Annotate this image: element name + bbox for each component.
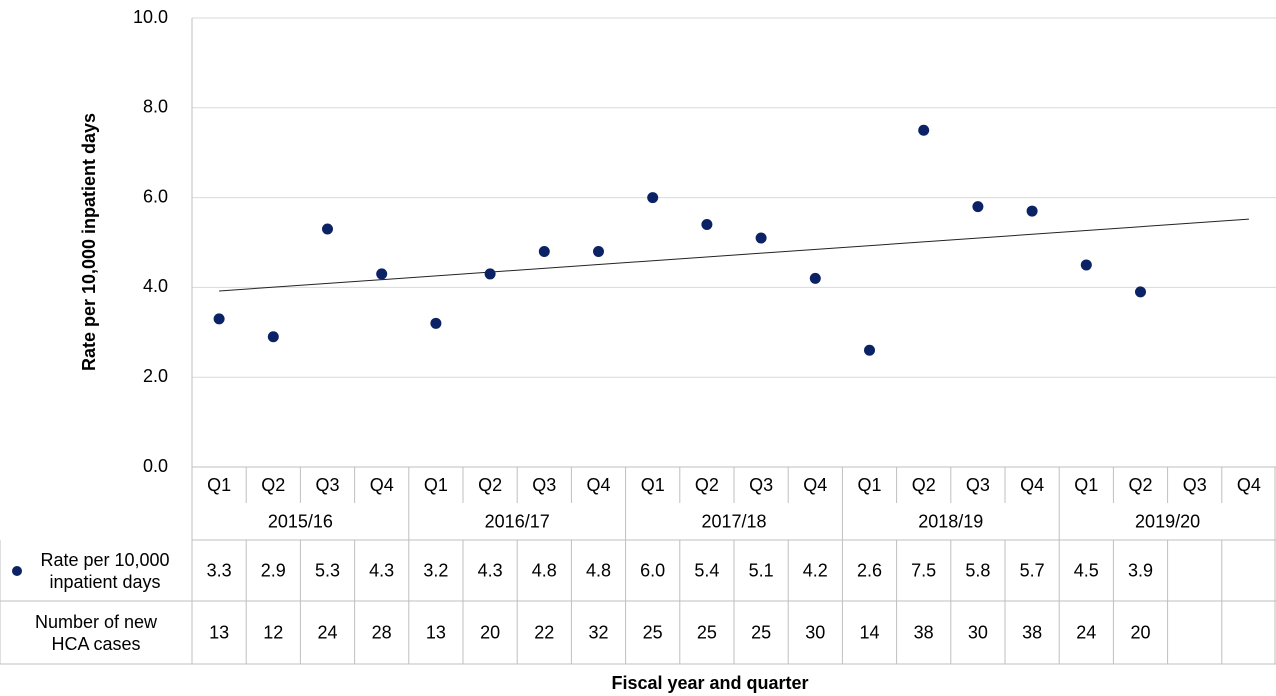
table-value: 14 [859,622,879,642]
point [1080,259,1092,271]
point [918,124,930,136]
x-tick-label: Q3 [1183,475,1207,495]
y-tick-label: 0.0 [143,456,168,476]
table-value: 4.8 [532,560,557,580]
table-value: 5.4 [694,560,719,580]
point [864,344,875,356]
point [755,232,767,244]
point [213,313,225,325]
table-value: 3.3 [207,560,232,580]
table-value: 4.5 [1074,560,1099,580]
table-value: 38 [1022,622,1042,642]
table-value: 24 [1076,622,1096,642]
legend-entry: Rate per 10,000 inpatient days [0,540,192,601]
row-header: Number of new HCA cases [0,601,192,664]
x-tick-label: Q3 [532,475,556,495]
table-value: 25 [697,622,717,642]
x-tick-label: Q2 [1128,475,1152,495]
table-value: 13 [209,622,229,642]
table-value: 3.2 [423,560,448,580]
x-tick-label: Q4 [1020,475,1044,495]
table-value: 20 [480,622,500,642]
point [1135,286,1146,298]
x-tick-label: Q1 [207,475,231,495]
table-value: 2.6 [857,560,882,580]
point [430,317,442,329]
row-label: Number of new HCA cases [34,611,158,654]
point [1026,205,1038,217]
table-value: 30 [968,622,988,642]
table-value: 22 [534,622,554,642]
point [538,245,550,257]
x-tick-label: Q3 [315,475,339,495]
group-label: 2019/20 [1135,511,1200,531]
table-value: 4.2 [803,560,828,580]
table-value: 5.7 [1020,560,1045,580]
group-label: 2016/17 [485,511,550,531]
point [972,201,984,213]
x-tick-label: Q3 [966,475,990,495]
table-value: 4.3 [369,560,394,580]
x-tick-label: Q3 [749,475,773,495]
x-tick-label: Q1 [641,475,665,495]
table-value: 2.9 [261,560,286,580]
x-tick-label: Q4 [586,475,610,495]
point [647,192,659,204]
x-tick-label: Q1 [424,475,448,495]
point [322,223,333,235]
table-value: 4.8 [586,560,611,580]
x-tick-label: Q1 [857,475,881,495]
table-value: 4.3 [478,560,503,580]
y-tick-label: 6.0 [143,186,168,206]
table-value: 5.1 [749,560,774,580]
x-tick-label: Q2 [695,475,719,495]
y-tick-label: 8.0 [143,97,168,117]
table-value: 7.5 [911,560,936,580]
group-label: 2017/18 [701,511,766,531]
table-value: 13 [426,622,446,642]
x-tick-label: Q2 [478,475,502,495]
y-axis-label: Rate per 10,000 inpatient days [79,113,99,371]
table-value: 28 [372,622,392,642]
point [593,245,604,257]
row-label: Rate per 10,000 inpatient days [40,549,170,592]
table-value: 5.8 [965,560,990,580]
x-tick-label: Q4 [1237,475,1261,495]
y-tick-label: 4.0 [143,276,168,296]
table-value: 6.0 [640,560,665,580]
table-value: 5.3 [315,560,340,580]
table-value: 32 [588,622,608,642]
point [267,331,279,343]
x-axis-label: Fiscal year and quarter [611,673,808,693]
table-value: 25 [643,622,663,642]
x-tick-label: Q4 [803,475,827,495]
point [376,268,388,280]
group-label: 2015/16 [268,511,333,531]
y-tick-label: 2.0 [143,366,168,386]
x-tick-label: Q4 [370,475,394,495]
table-value: 12 [263,622,283,642]
table-value: 20 [1130,622,1150,642]
group-label: 2018/19 [918,511,983,531]
y-tick-label: 10.0 [133,7,168,27]
table-value: 25 [751,622,771,642]
legend-marker [12,565,22,576]
point [484,268,496,280]
point [809,272,821,284]
table-value: 38 [914,622,934,642]
x-tick-label: Q2 [912,475,936,495]
table-value: 24 [317,622,337,642]
table-value: 30 [805,622,825,642]
trendline [219,218,1249,292]
x-tick-label: Q2 [261,475,285,495]
x-tick-label: Q1 [1074,475,1098,495]
point [701,219,713,231]
table-value: 3.9 [1128,560,1153,580]
